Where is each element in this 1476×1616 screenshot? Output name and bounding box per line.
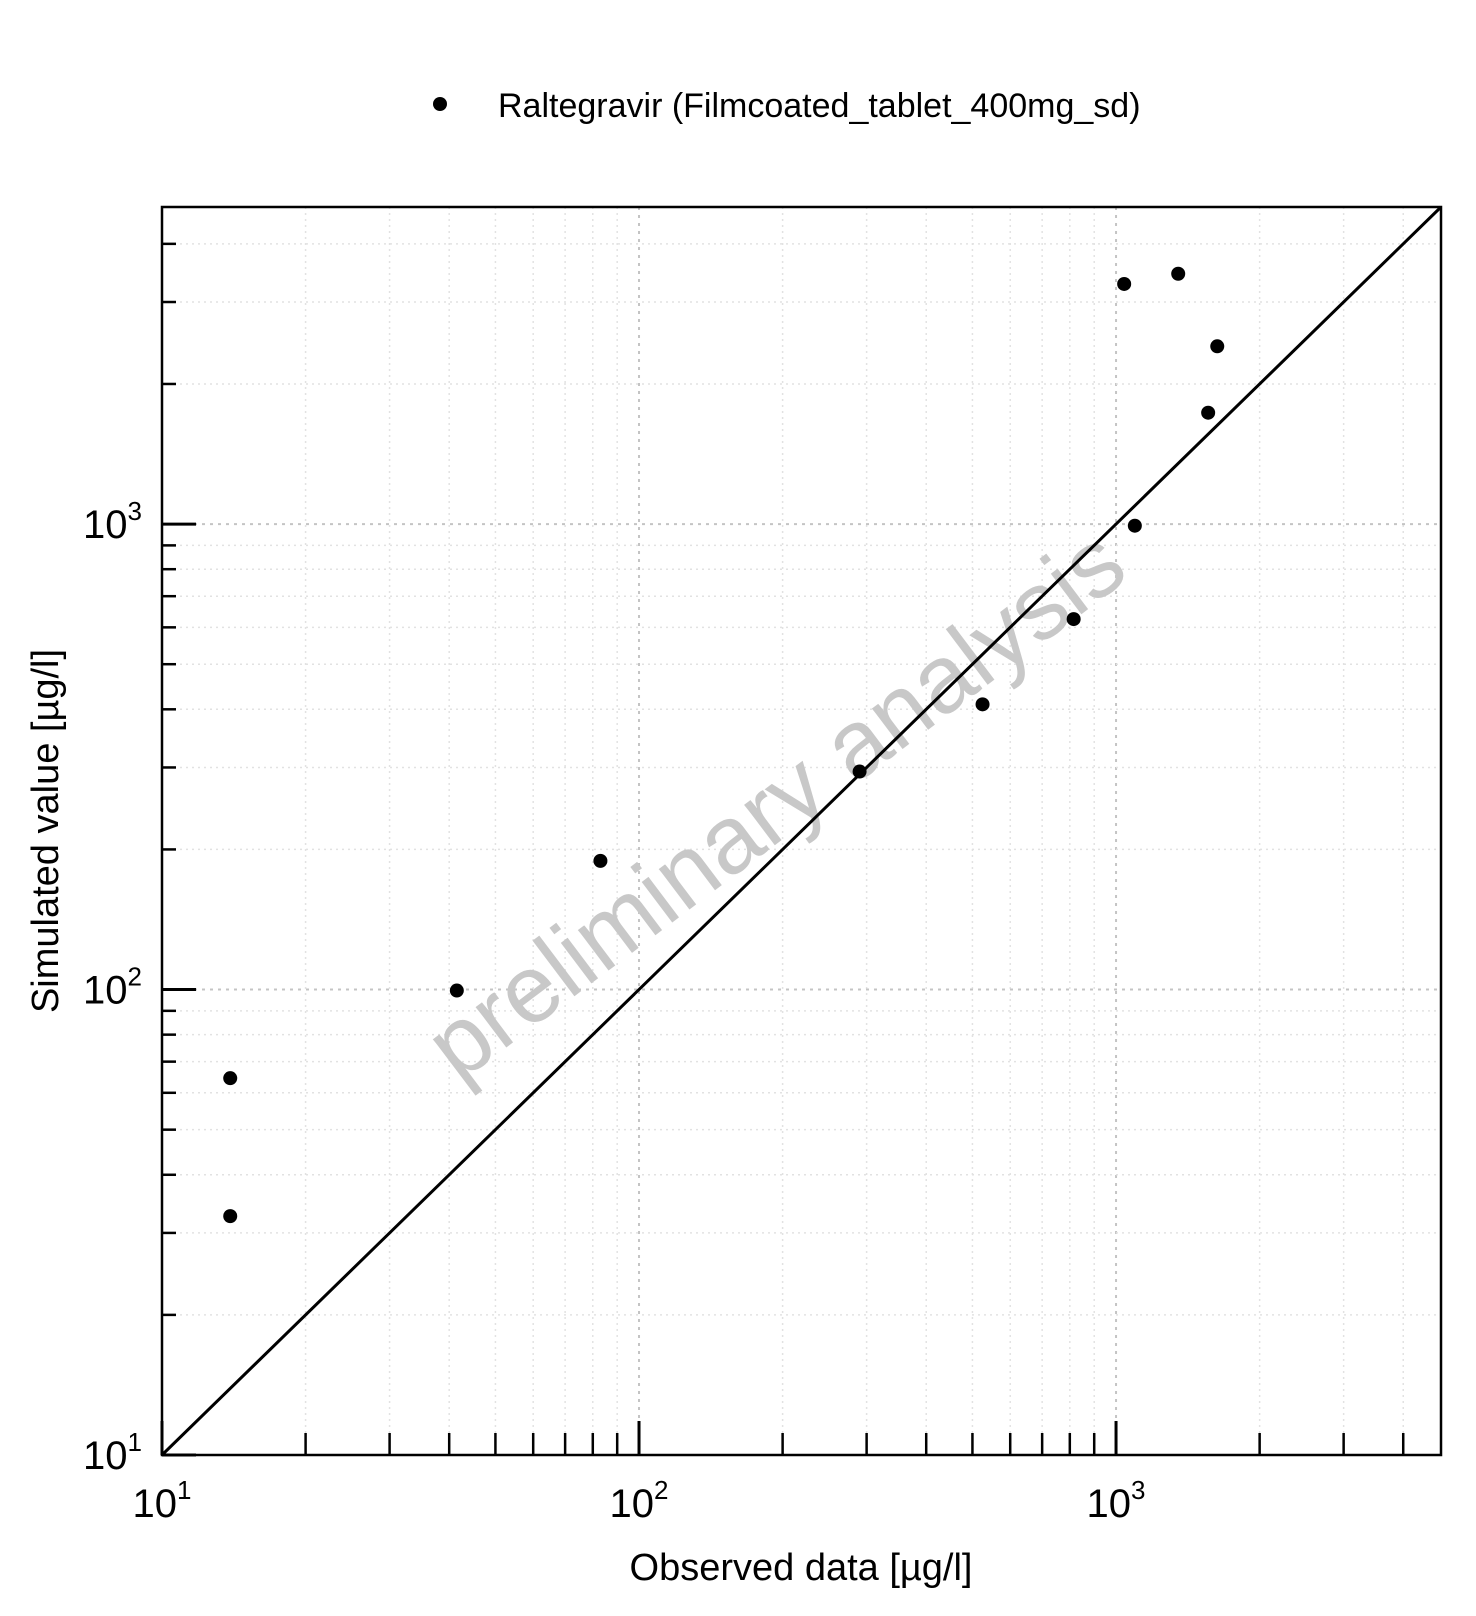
data-point [1127, 518, 1142, 533]
data-point [1201, 405, 1216, 420]
data-point [1117, 276, 1132, 291]
legend: Raltegravir (Filmcoated_tablet_400mg_sd) [433, 87, 1141, 125]
y-tick-label: 102 [83, 962, 142, 1013]
y-tick-label: 101 [83, 1427, 142, 1478]
y-axis-label: Simulated value [µg/l] [25, 649, 67, 1013]
tick-labels: 101 102 103 101 102 103 [83, 496, 1145, 1526]
legend-marker [433, 97, 447, 111]
data-point [223, 1071, 238, 1086]
data-point [1171, 266, 1186, 281]
data-points [223, 266, 1225, 1224]
data-point [593, 853, 608, 868]
x-tick-label: 101 [133, 1475, 192, 1526]
y-tick-label: 103 [83, 496, 142, 547]
data-point [852, 764, 867, 779]
data-point [223, 1209, 238, 1224]
data-point [449, 983, 464, 998]
identity-line [160, 205, 1443, 1457]
data-point [1066, 612, 1081, 627]
x-tick-label: 102 [610, 1475, 669, 1526]
plot-frame [160, 205, 1443, 1457]
legend-label: Raltegravir (Filmcoated_tablet_400mg_sd) [498, 87, 1141, 125]
axis-ticks [160, 242, 1405, 1457]
x-axis-label: Observed data [µg/l] [630, 1547, 973, 1589]
grid-lines [162, 207, 1441, 1455]
data-point [975, 697, 990, 712]
identity-line-group [160, 205, 1443, 1457]
x-tick-label: 103 [1087, 1475, 1146, 1526]
data-point [1210, 339, 1225, 354]
